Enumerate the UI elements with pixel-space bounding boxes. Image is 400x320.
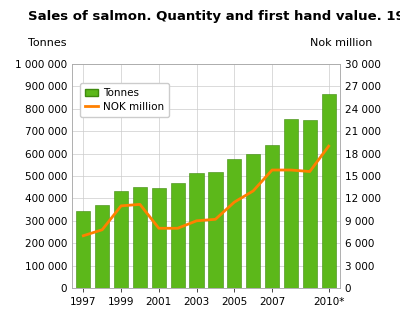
Text: Nok million: Nok million [310, 38, 372, 48]
Bar [171, 183, 185, 288]
Bar [133, 187, 147, 288]
Bar [190, 173, 204, 288]
Legend: Tonnes, NOK million: Tonnes, NOK million [80, 83, 169, 117]
Text: Tonnes: Tonnes [28, 38, 66, 48]
Bar [95, 205, 109, 288]
Bar [265, 145, 279, 288]
Bar [284, 119, 298, 288]
Bar [322, 94, 336, 288]
Bar [114, 190, 128, 288]
Bar [246, 154, 260, 288]
Bar [227, 159, 241, 288]
Bar [303, 120, 317, 288]
Bar [208, 172, 222, 288]
Text: Sales of salmon. Quantity and first hand value. 1997-2010: Sales of salmon. Quantity and first hand… [28, 10, 400, 23]
Bar [152, 188, 166, 288]
Bar [76, 211, 90, 288]
